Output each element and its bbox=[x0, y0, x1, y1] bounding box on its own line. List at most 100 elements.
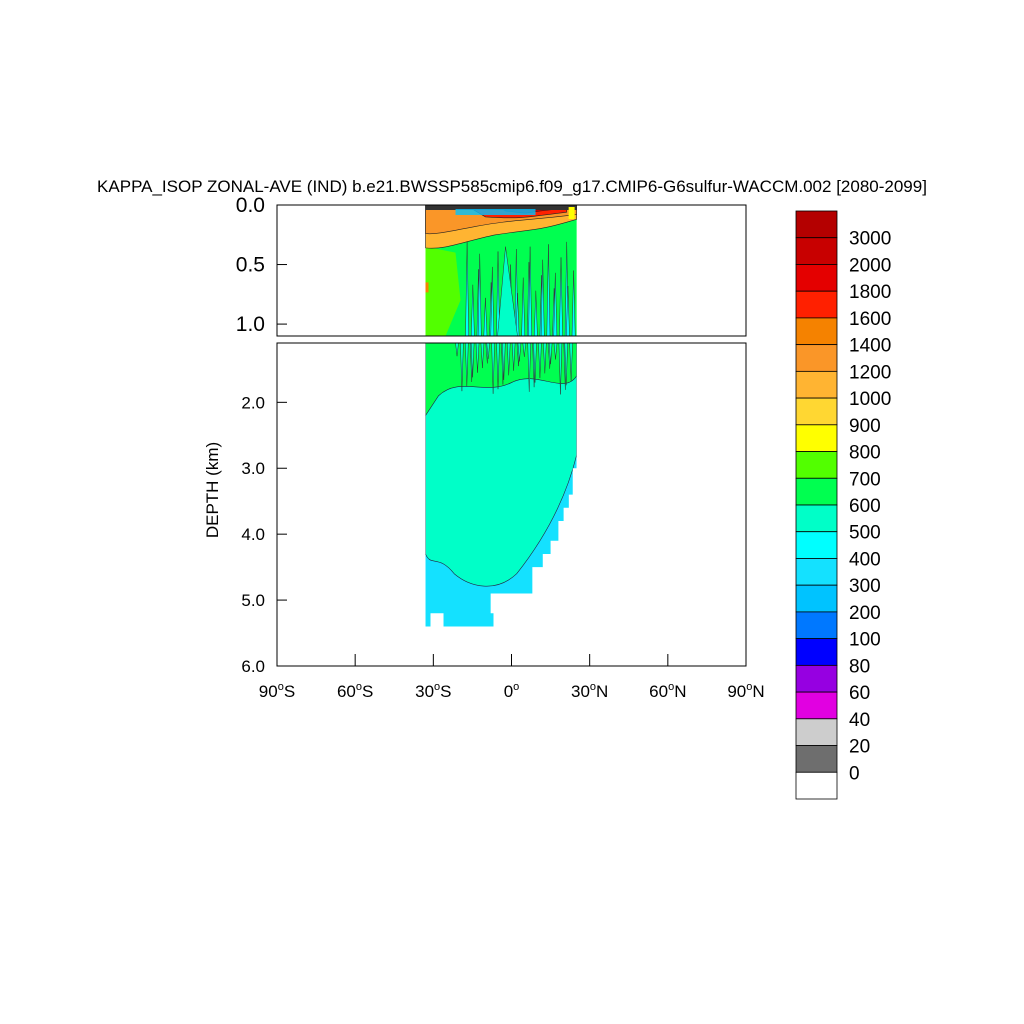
field-spike bbox=[490, 266, 495, 336]
field-spike bbox=[546, 244, 551, 336]
x-tick-label: 60oN bbox=[649, 681, 686, 701]
field-spike bbox=[528, 246, 532, 336]
field-spike bbox=[475, 343, 480, 373]
colorbar-label: 1800 bbox=[849, 282, 891, 303]
x-tick-label: 60oS bbox=[337, 681, 373, 701]
field-spike bbox=[502, 343, 506, 380]
colorbar-box bbox=[795, 290, 838, 319]
x-axis: 90oS 60oS 30oS 0o 30oN 60oN 90oN bbox=[259, 654, 765, 701]
field-edge bbox=[425, 282, 429, 293]
colorbar-label: 80 bbox=[849, 656, 870, 677]
x-tick-label: 90oN bbox=[727, 681, 764, 701]
colorbar-box bbox=[795, 451, 838, 479]
y-tick-label: 4.0 bbox=[241, 525, 265, 544]
colorbar-box bbox=[795, 691, 838, 720]
colorbar-box bbox=[795, 584, 838, 613]
field-spike bbox=[559, 257, 563, 336]
colorbar-label: 20 bbox=[849, 737, 870, 758]
colorbar-box bbox=[795, 558, 838, 586]
y-tick-label: 1.0 bbox=[236, 313, 265, 336]
field-spike bbox=[553, 343, 558, 360]
field-spike bbox=[497, 246, 518, 336]
x-tick-label: 30oS bbox=[415, 681, 451, 701]
colorbar-box bbox=[795, 638, 838, 666]
colorbar-label: 400 bbox=[849, 549, 881, 570]
y-tick-label: 2.0 bbox=[241, 393, 265, 412]
colorbar-box bbox=[795, 611, 838, 640]
field-spike bbox=[548, 343, 553, 365]
field-spike bbox=[515, 293, 520, 336]
field-spike bbox=[465, 240, 469, 336]
field-lightgreen bbox=[425, 246, 461, 336]
lower-field bbox=[425, 343, 577, 627]
colorbar-label: 600 bbox=[849, 496, 881, 517]
upper-field bbox=[425, 205, 577, 336]
y-tick-label: 0.0 bbox=[236, 194, 265, 217]
field-spike bbox=[460, 343, 464, 392]
colorbar-box bbox=[795, 424, 838, 452]
colorbar-label: 3000 bbox=[849, 229, 891, 250]
field-spike bbox=[569, 343, 573, 381]
colorbar-label: 700 bbox=[849, 469, 881, 490]
y-tick-label: 0.5 bbox=[236, 254, 265, 277]
upper-panel: 0.0 0.5 1.0 bbox=[236, 194, 747, 337]
field-spike bbox=[533, 290, 538, 336]
colorbar-box bbox=[795, 745, 838, 773]
colorbar-label: 0 bbox=[849, 763, 860, 784]
colorbar-label: 40 bbox=[849, 710, 870, 731]
field-spike bbox=[564, 343, 568, 386]
field-spike bbox=[491, 343, 495, 394]
lower-panel: 2.0 3.0 4.0 5.0 6.0 bbox=[241, 342, 747, 676]
colorbar-label: 1600 bbox=[849, 309, 891, 330]
field-spike bbox=[517, 343, 522, 362]
colorbar-box bbox=[795, 370, 838, 399]
colorbar-label: 1000 bbox=[849, 389, 891, 410]
field-spike bbox=[540, 259, 545, 336]
colorbar-label: 100 bbox=[849, 630, 881, 651]
colorbar-label: 60 bbox=[849, 683, 870, 704]
colorbar-box bbox=[795, 264, 838, 292]
x-tick-label: 0o bbox=[504, 681, 520, 701]
field-spike bbox=[527, 343, 531, 392]
field-spike bbox=[506, 343, 511, 376]
field-spike bbox=[486, 343, 490, 359]
colorbar-box bbox=[795, 718, 838, 746]
field-spike bbox=[543, 343, 547, 374]
field-deep-water bbox=[425, 343, 577, 587]
colorbar-box bbox=[795, 771, 838, 800]
field-surface-blue bbox=[455, 209, 536, 215]
colorbar-label: 900 bbox=[849, 416, 881, 437]
upper-frame bbox=[276, 204, 747, 337]
colorbar-label: 800 bbox=[849, 443, 881, 464]
chart-title: KAPPA_ISOP ZONAL-AVE (IND) b.e21.BWSSP58… bbox=[97, 177, 927, 196]
field-spike bbox=[538, 343, 542, 378]
field-spike bbox=[566, 285, 570, 336]
field-yellow bbox=[568, 207, 575, 219]
field-spike bbox=[558, 343, 563, 395]
field-spike bbox=[477, 253, 482, 336]
x-tick-label: 90oS bbox=[259, 681, 295, 701]
colorbar-box bbox=[795, 477, 838, 506]
field-spike bbox=[533, 343, 537, 383]
colorbar-box bbox=[795, 317, 838, 346]
field-spike bbox=[470, 284, 475, 336]
field-spike bbox=[496, 251, 500, 336]
field-spike bbox=[483, 297, 488, 336]
field-surface-band bbox=[425, 205, 577, 210]
y-tick-label: 3.0 bbox=[241, 459, 265, 478]
field-spike bbox=[480, 343, 485, 369]
colorbar-label: 200 bbox=[849, 603, 881, 624]
colorbar-label: 500 bbox=[849, 523, 881, 544]
field-spike bbox=[465, 343, 469, 387]
field-intermediate bbox=[425, 343, 577, 417]
colorbar-box bbox=[795, 664, 838, 693]
colorbar-label: 1400 bbox=[849, 336, 891, 357]
ocean-field bbox=[425, 343, 577, 627]
colorbar-label: 1200 bbox=[849, 362, 891, 383]
x-tick-label: 30oN bbox=[571, 681, 608, 701]
field-spike bbox=[511, 343, 516, 371]
colorbar: 3000200018001600140012001000900800700600… bbox=[795, 210, 891, 800]
colorbar-label: 2000 bbox=[849, 255, 891, 276]
y-tick-label: 5.0 bbox=[241, 591, 265, 610]
